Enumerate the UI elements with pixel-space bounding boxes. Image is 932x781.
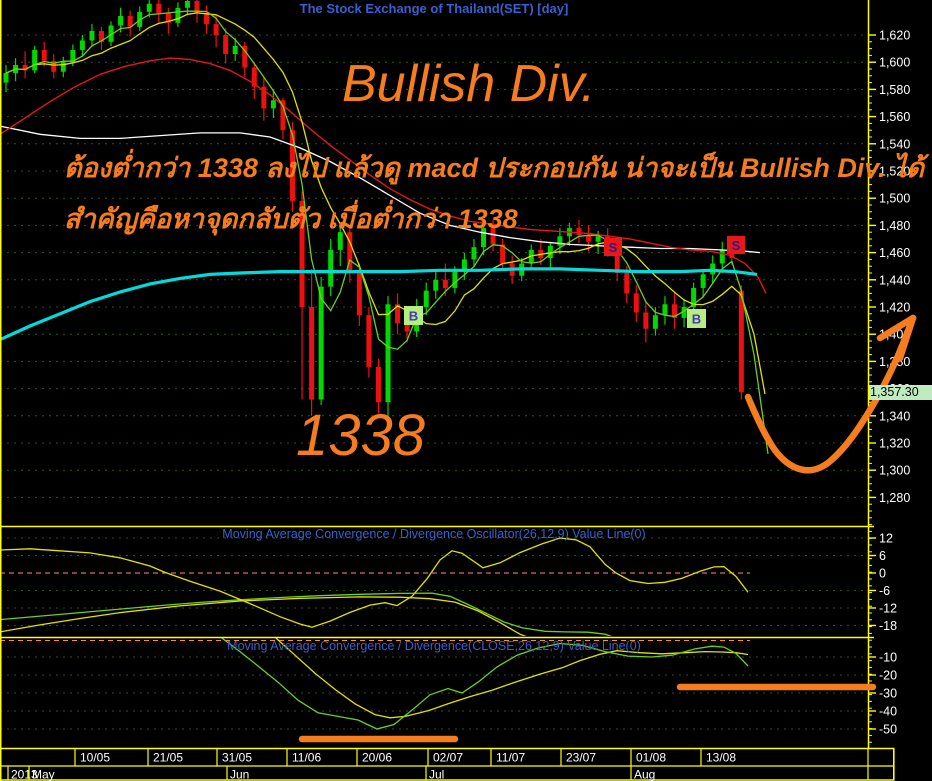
svg-text:0: 0 bbox=[879, 567, 886, 581]
macd-label: Moving Average Convergence / Divergence(… bbox=[227, 639, 641, 653]
svg-text:11/06: 11/06 bbox=[292, 751, 321, 765]
svg-text:May: May bbox=[32, 768, 55, 781]
date-axis: 10/05 21/05 31/05 11/06 20/06 02/07 11/07 23/07… bbox=[0, 747, 895, 781]
svg-text:31/05: 31/05 bbox=[222, 751, 252, 765]
svg-text:01/08: 01/08 bbox=[636, 751, 666, 765]
svg-text:11/07: 11/07 bbox=[496, 751, 525, 765]
svg-text:2013: 2013 bbox=[11, 768, 38, 781]
drawn-annotations[interactable] bbox=[298, 314, 917, 743]
annotation-price-level[interactable]: 1338 bbox=[296, 403, 426, 468]
svg-text:1,460: 1,460 bbox=[879, 246, 910, 260]
svg-text:02/07: 02/07 bbox=[433, 751, 463, 765]
gridlines bbox=[0, 34, 868, 730]
svg-text:1,340: 1,340 bbox=[879, 409, 910, 423]
trade-signals: S S B B bbox=[404, 236, 745, 328]
svg-text:1,420: 1,420 bbox=[879, 301, 910, 315]
svg-text:-40: -40 bbox=[879, 705, 897, 719]
svg-text:1,480: 1,480 bbox=[879, 219, 910, 233]
ma-yellow-tail bbox=[740, 294, 766, 395]
svg-text:Aug: Aug bbox=[634, 768, 655, 781]
svg-text:-6: -6 bbox=[879, 584, 890, 598]
svg-text:-30: -30 bbox=[879, 687, 897, 701]
svg-text:-50: -50 bbox=[879, 723, 897, 737]
svg-text:23/07: 23/07 bbox=[566, 751, 596, 765]
svg-text:S: S bbox=[609, 240, 618, 255]
moving-averages bbox=[0, 10, 769, 454]
svg-text:-18: -18 bbox=[879, 619, 897, 633]
ma-cyan bbox=[0, 267, 758, 342]
svg-text:B: B bbox=[692, 312, 701, 327]
svg-text:12: 12 bbox=[879, 532, 893, 546]
trend-arrow-head bbox=[896, 314, 917, 362]
ma-white bbox=[0, 125, 761, 254]
svg-text:1,600: 1,600 bbox=[879, 56, 910, 70]
svg-text:1,560: 1,560 bbox=[879, 110, 910, 124]
ma-red bbox=[0, 57, 767, 294]
svg-text:1,320: 1,320 bbox=[879, 437, 910, 451]
svg-text:10/05: 10/05 bbox=[80, 751, 110, 765]
annotation-thai-line1[interactable]: ต้องต่ำกว่า 1338 ลงไป แล้วดู macd ประกอบ… bbox=[64, 153, 925, 183]
chart-title: The Stock Exchange of Thailand(SET) [day… bbox=[299, 1, 569, 16]
svg-text:21/05: 21/05 bbox=[153, 751, 183, 765]
svg-text:Jul: Jul bbox=[429, 768, 444, 781]
buy-marker bbox=[687, 309, 706, 328]
svg-text:B: B bbox=[409, 309, 418, 324]
buy-marker bbox=[404, 306, 423, 325]
trend-arrow-head bbox=[876, 314, 917, 342]
svg-text:20/06: 20/06 bbox=[362, 751, 392, 765]
last-price-tag: 1,357.30 bbox=[869, 385, 932, 400]
svg-text:13/08: 13/08 bbox=[706, 751, 736, 765]
svg-text:-10: -10 bbox=[879, 651, 897, 665]
svg-text:1,280: 1,280 bbox=[879, 491, 910, 505]
sell-marker bbox=[727, 236, 745, 254]
svg-text:1,540: 1,540 bbox=[879, 137, 910, 151]
svg-text:Jun: Jun bbox=[230, 768, 249, 781]
svg-text:1,300: 1,300 bbox=[879, 464, 910, 478]
annotation-thai-line2[interactable]: สำคัญคือหาจุดกลับตัว เมื่อต่ำกว่า 1338 bbox=[64, 204, 518, 234]
svg-text:1,620: 1,620 bbox=[879, 29, 910, 43]
svg-text:1,500: 1,500 bbox=[879, 192, 910, 206]
macd-oscillator-lines bbox=[0, 537, 749, 636]
svg-text:S: S bbox=[732, 238, 741, 253]
svg-text:-20: -20 bbox=[879, 669, 897, 683]
annotation-headline[interactable]: Bullish Div. bbox=[342, 55, 596, 113]
panel-frame bbox=[0, 0, 874, 781]
svg-text:1,580: 1,580 bbox=[879, 83, 910, 97]
macd-lines bbox=[221, 638, 749, 730]
svg-text:-12: -12 bbox=[879, 601, 897, 615]
macd-oscillator-label: Moving Average Convergence / Divergence … bbox=[222, 527, 646, 541]
svg-text:1,440: 1,440 bbox=[879, 273, 910, 287]
ma-green-tail bbox=[740, 290, 769, 454]
svg-text:6: 6 bbox=[879, 549, 886, 563]
svg-text:1,520: 1,520 bbox=[879, 165, 910, 179]
sell-marker bbox=[604, 238, 622, 256]
